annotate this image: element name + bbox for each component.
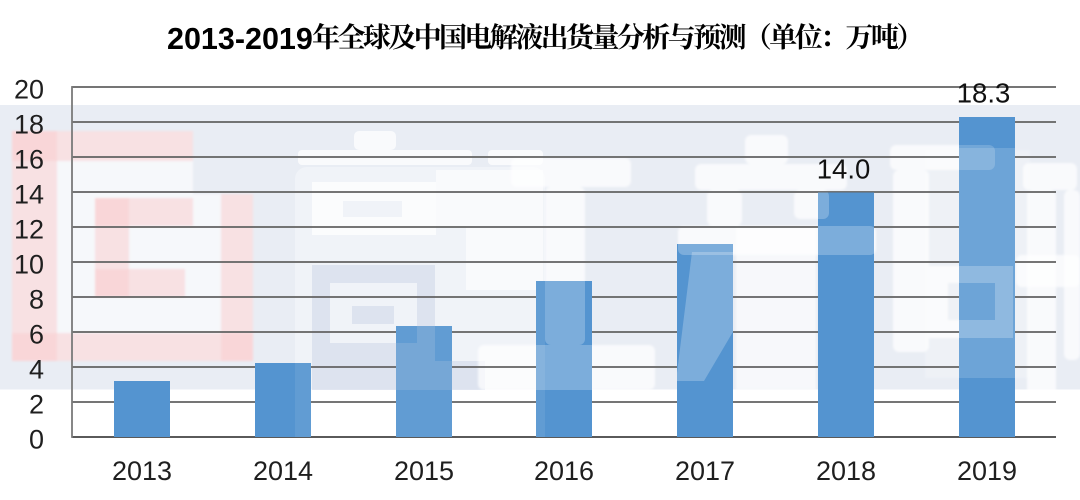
svg-text:2: 2 [29,390,44,420]
svg-text:12: 12 [14,215,44,245]
svg-text:2019: 2019 [957,456,1017,486]
svg-text:2017: 2017 [675,456,735,486]
svg-text:0: 0 [29,425,44,455]
svg-text:18: 18 [14,110,44,140]
svg-text:2014: 2014 [253,456,313,486]
svg-text:4: 4 [29,355,44,385]
svg-text:2018: 2018 [816,456,876,486]
svg-text:18.3: 18.3 [957,78,1011,109]
svg-text:10: 10 [14,250,44,280]
svg-text:14.0: 14.0 [817,154,871,185]
svg-text:14: 14 [14,180,44,210]
svg-text:6: 6 [29,320,44,350]
svg-text:2015: 2015 [394,456,454,486]
svg-text:2013-2019: 2013-2019 [167,22,313,56]
svg-text:8: 8 [29,285,44,315]
svg-text:16: 16 [14,145,44,175]
svg-text:20: 20 [14,75,44,105]
svg-text:2016: 2016 [534,456,594,486]
svg-text:2013: 2013 [112,456,172,486]
